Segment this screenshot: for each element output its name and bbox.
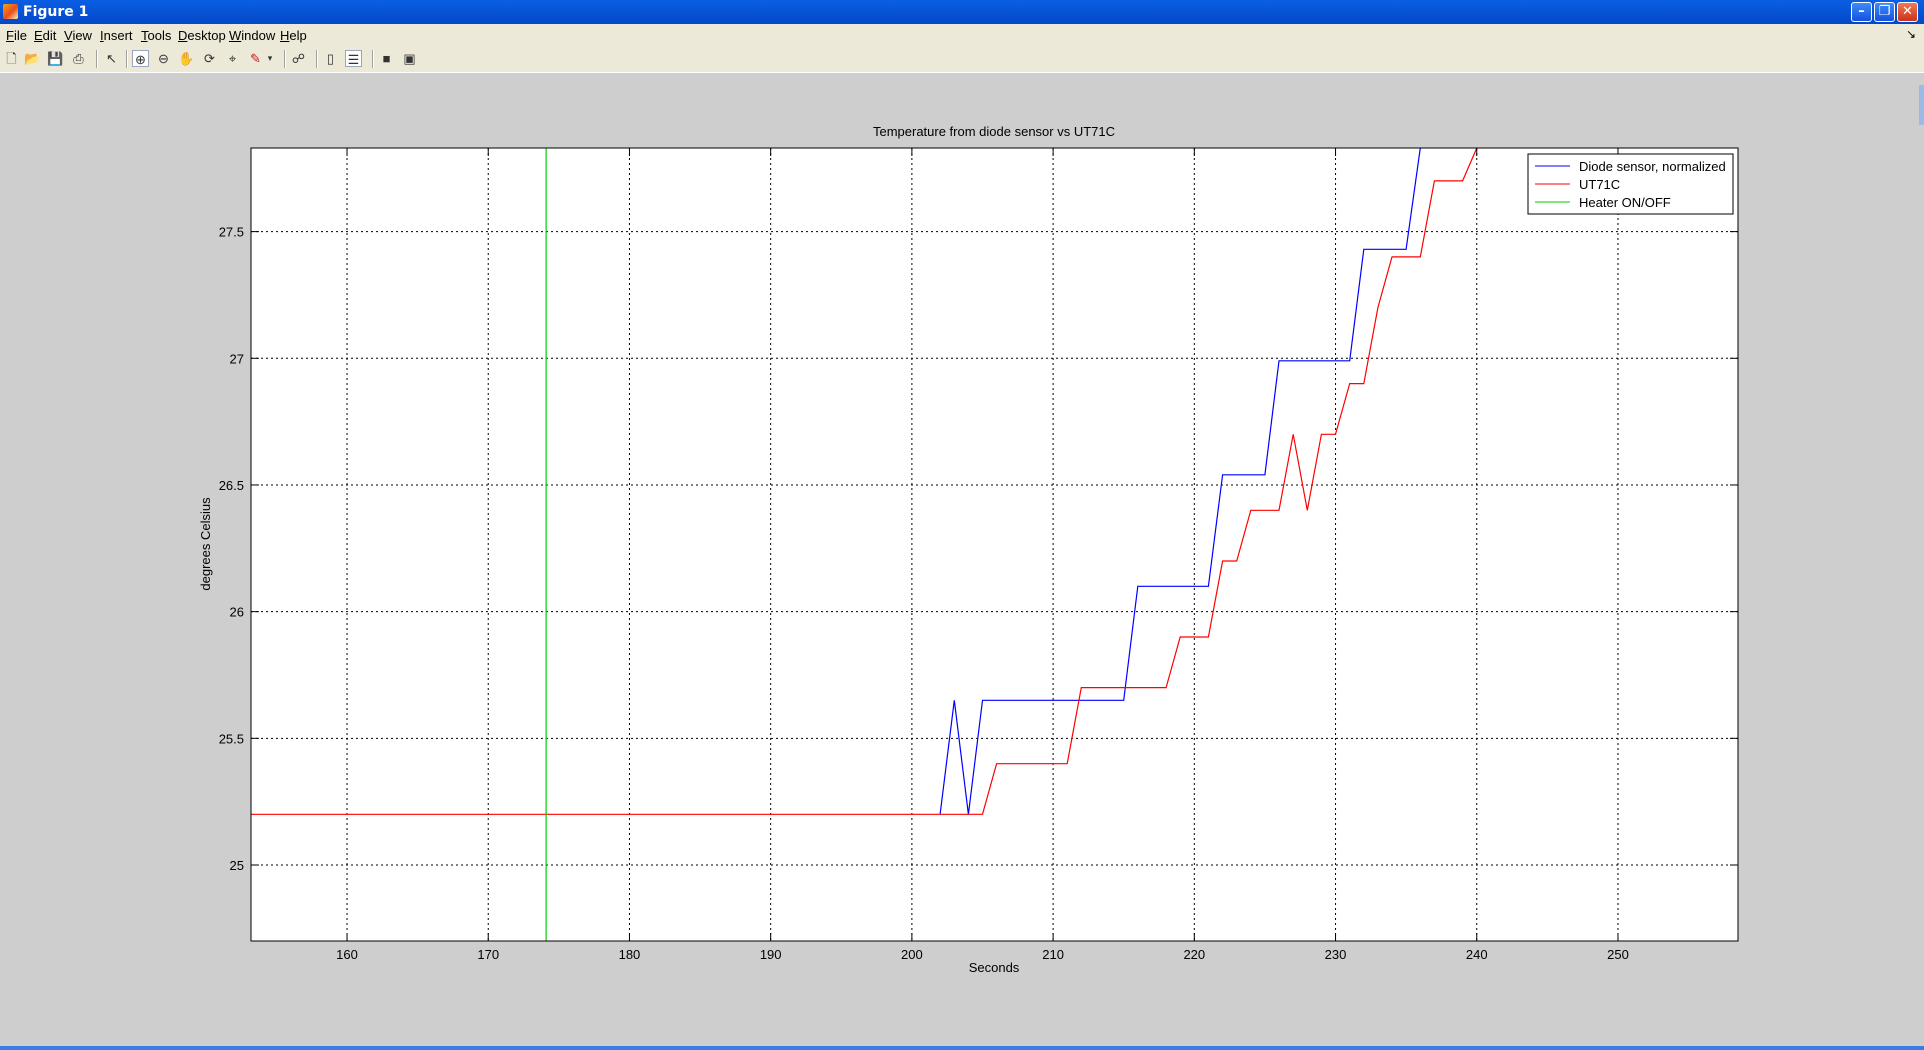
link-plot-icon[interactable]: ☍ — [291, 51, 306, 66]
menu-edit[interactable]: Edit — [34, 28, 57, 43]
y-tick-label: 27 — [230, 351, 244, 366]
x-axis-label: Seconds — [969, 960, 1020, 975]
menu-file[interactable]: File — [6, 28, 27, 43]
taskbar-strip — [0, 1046, 1924, 1050]
window-titlebar: Figure 1 – ❐ ✕ — [0, 0, 1924, 24]
right-edge-scroll[interactable] — [1919, 85, 1924, 125]
x-tick-label: 160 — [336, 947, 358, 962]
figure-toolbar: 🗋 📂 💾 ⎙ ↖ ⊕ ⊖ ✋ ⟳ ⌖ ✎ ▾ ☍ ▯ ☰ ■ ▣ — [0, 46, 1924, 73]
hide-plot-tools-icon[interactable]: ■ — [382, 51, 391, 66]
y-tick-label: 27.5 — [219, 225, 244, 240]
colorbar-icon[interactable]: ▯ — [326, 51, 335, 66]
menu-window[interactable]: Window — [229, 28, 276, 43]
y-tick-label: 25 — [230, 858, 244, 873]
rotate-3d-icon[interactable]: ⟳ — [204, 51, 215, 66]
ut71c-line — [251, 147, 1478, 815]
menu-insert[interactable]: Insert — [100, 28, 133, 43]
brush-dropdown-icon[interactable]: ▾ — [267, 53, 273, 63]
minimize-icon[interactable]: – — [1851, 2, 1872, 22]
data-cursor-icon[interactable]: ⌖ — [228, 51, 237, 66]
menu-tools[interactable]: Tools — [141, 28, 172, 43]
menu-desktop[interactable]: Desktop — [178, 28, 226, 43]
save-icon[interactable]: 💾 — [47, 51, 64, 66]
x-tick-label: 220 — [1183, 947, 1205, 962]
legend[interactable]: Diode sensor, normalized UT71C Heater ON… — [1527, 153, 1734, 215]
y-tick-label: 25.5 — [219, 731, 244, 746]
dock-arrow-icon[interactable]: ↘ — [1905, 27, 1916, 41]
x-tick-label: 240 — [1466, 947, 1488, 962]
y-tick-label: 26.5 — [219, 478, 244, 493]
x-tick-label: 170 — [477, 947, 499, 962]
axis-ticks: 160 170 180 190 200 210 220 230 240 250 25 25.5 26 26… — [219, 148, 1738, 962]
x-tick-label: 210 — [1042, 947, 1064, 962]
legend-label-diode: Diode sensor, normalized — [1579, 159, 1726, 174]
plot-lines — [251, 147, 1478, 941]
legend-icon[interactable]: ☰ — [345, 50, 362, 67]
x-tick-label: 250 — [1607, 947, 1629, 962]
maximize-icon[interactable]: ❐ — [1874, 2, 1895, 22]
diode-sensor-line — [939, 147, 1421, 815]
x-tick-label: 190 — [760, 947, 782, 962]
x-tick-label: 180 — [619, 947, 641, 962]
y-axis-label: degrees Celsius — [198, 497, 213, 591]
zoom-out-icon[interactable]: ⊖ — [158, 51, 169, 66]
menu-help[interactable]: Help — [280, 28, 307, 43]
window-title: Figure 1 — [23, 4, 89, 20]
legend-label-ut71c: UT71C — [1579, 177, 1620, 192]
pan-icon[interactable]: ✋ — [178, 51, 195, 66]
x-tick-label: 230 — [1325, 947, 1347, 962]
chart-title: Temperature from diode sensor vs UT71C — [873, 124, 1115, 139]
print-icon[interactable]: ⎙ — [73, 51, 84, 66]
legend-label-heater: Heater ON/OFF — [1579, 195, 1671, 210]
axes-background — [251, 148, 1738, 941]
pointer-icon[interactable]: ↖ — [106, 51, 117, 66]
menubar: File Edit View Insert Tools Desktop Wind… — [0, 24, 1924, 46]
grid-lines — [251, 148, 1738, 941]
menu-view[interactable]: View — [64, 28, 92, 43]
brush-icon[interactable]: ✎ — [250, 51, 261, 66]
show-plot-tools-icon[interactable]: ▣ — [403, 51, 416, 66]
open-icon[interactable]: 📂 — [24, 51, 41, 66]
matlab-icon — [3, 4, 18, 19]
y-tick-label: 26 — [230, 605, 244, 620]
new-figure-icon[interactable]: 🗋 — [6, 51, 17, 66]
zoom-in-icon[interactable]: ⊕ — [132, 50, 149, 67]
figure-canvas: 160 170 180 190 200 210 220 230 240 250 25 25.5 26 26… — [198, 124, 1739, 975]
x-tick-label: 200 — [901, 947, 923, 962]
axes-frame — [250, 147, 1739, 942]
close-icon[interactable]: ✕ — [1897, 2, 1918, 22]
